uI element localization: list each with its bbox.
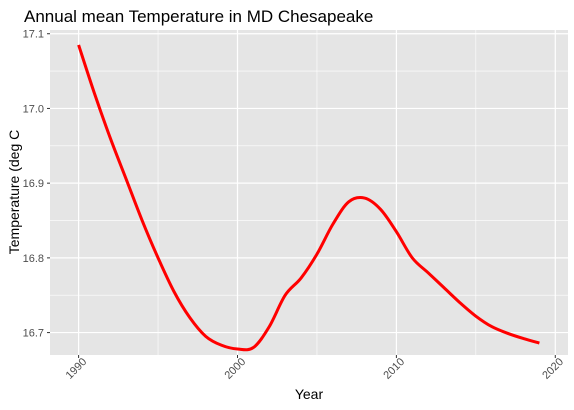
x-tick-label: 2020 — [540, 356, 566, 382]
y-tick-label: 17.0 — [23, 103, 44, 115]
y-tick-label: 16.7 — [23, 328, 44, 340]
plot-panel — [50, 30, 568, 355]
x-tick-label: 2000 — [222, 356, 248, 382]
series-line-0 — [77, 44, 540, 352]
y-tick-label: 17.1 — [23, 29, 44, 41]
major-gridlines — [50, 30, 568, 355]
x-tick-label: 1990 — [64, 356, 90, 382]
series-layer — [77, 44, 540, 352]
y-axis: 16.7 16.8 16.9 17.0 17.1 — [23, 29, 50, 340]
y-tick-label: 16.8 — [23, 253, 44, 265]
x-axis: 1990 2000 2010 2020 — [64, 355, 566, 382]
x-axis-title: Year — [295, 386, 324, 402]
y-axis-title: Temperature (deg C — [6, 130, 22, 255]
minor-gridlines — [50, 30, 568, 355]
x-tick-label: 2010 — [381, 356, 407, 382]
chart-title: Annual mean Temperature in MD Chesapeake — [24, 7, 373, 26]
y-tick-label: 16.9 — [23, 178, 44, 190]
